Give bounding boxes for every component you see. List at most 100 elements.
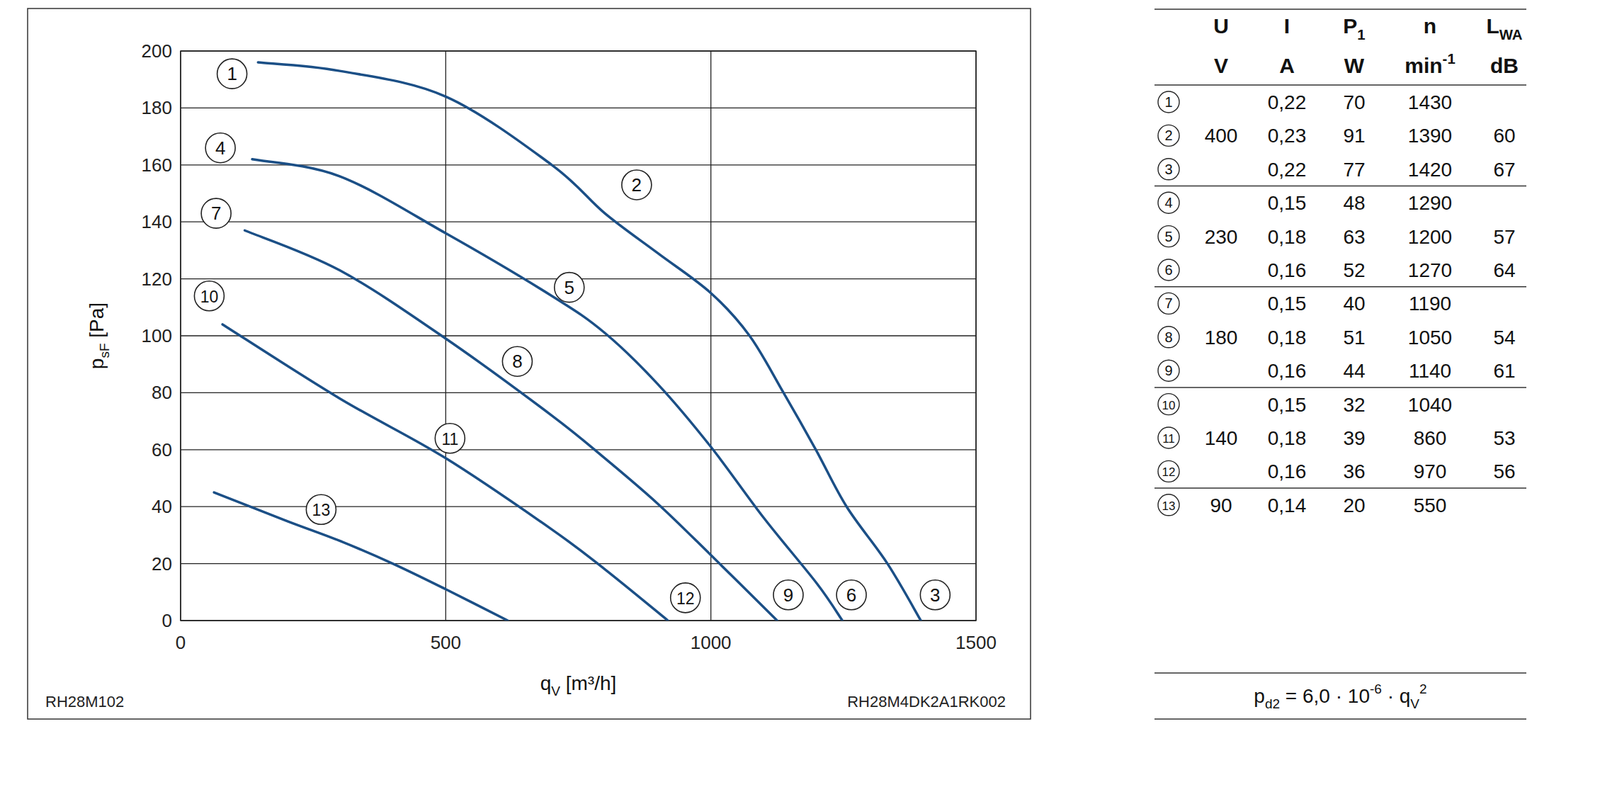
table-header: LWA	[1485, 14, 1523, 43]
table-cell: 77	[1342, 158, 1365, 181]
x-grid-line	[710, 50, 712, 621]
table-cell: 1050	[1408, 326, 1452, 349]
y-grid-line	[180, 221, 977, 223]
row-marker-circle	[1158, 124, 1180, 146]
curve-label: 11	[441, 429, 459, 449]
label-circle	[554, 272, 585, 303]
curve-label: 9	[783, 584, 794, 606]
label-circle	[434, 423, 465, 454]
row-marker-circle	[1158, 292, 1180, 314]
table-rule	[1154, 8, 1527, 10]
table-cell: 0,15	[1267, 191, 1307, 214]
table-cell: 51	[1342, 326, 1365, 349]
y-grid-line	[180, 392, 977, 394]
fan-curve	[222, 324, 668, 621]
curve-label: 8	[512, 350, 523, 372]
y-axis-title-part: [Pa]	[85, 302, 108, 344]
curve-label: 1	[226, 63, 237, 85]
row-marker: 11	[1162, 432, 1176, 446]
table-cell: 0,18	[1267, 326, 1307, 349]
y-tick-label: 20	[151, 553, 173, 575]
curve-label: 12	[676, 589, 695, 608]
table-cell: 1190	[1408, 292, 1452, 315]
table-unit-part: min	[1404, 53, 1443, 78]
label-circle	[194, 281, 224, 311]
y-tick-label: 200	[141, 40, 173, 62]
table-cell: 0,23	[1267, 124, 1307, 147]
table-cell: 57	[1493, 225, 1516, 248]
label-circle	[502, 346, 532, 377]
table-unit: V	[1213, 53, 1229, 78]
curves	[213, 62, 921, 621]
curve-label: 13	[312, 500, 331, 520]
table-unit: W	[1344, 53, 1365, 78]
formula-part: -6	[1369, 681, 1382, 697]
row-marker-circle	[1158, 91, 1180, 113]
y-tick-label: 160	[141, 154, 173, 176]
y-grid-line	[180, 563, 977, 564]
table-header-part: U	[1213, 14, 1229, 38]
table-cell: 0,15	[1267, 292, 1307, 315]
x-axis-title-part: V	[551, 683, 561, 699]
table-cell: 0,16	[1267, 259, 1307, 282]
table-cell: 0,15	[1267, 393, 1307, 416]
table-rule	[1154, 487, 1527, 489]
row-marker: 5	[1164, 228, 1173, 245]
formula-part: V	[1410, 696, 1420, 712]
label-circle	[205, 133, 236, 163]
row-marker: 3	[1164, 161, 1173, 178]
table-cell: 0,16	[1267, 359, 1307, 382]
table-unit-part: dB	[1490, 53, 1519, 78]
table-cell: 60	[1493, 124, 1516, 147]
table-rule	[1154, 84, 1527, 86]
table-header-part: I	[1284, 14, 1290, 38]
row-marker: 7	[1164, 295, 1173, 311]
row-marker: 1	[1164, 94, 1173, 110]
table-cell: 61	[1493, 359, 1516, 382]
y-tick-label: 40	[151, 495, 173, 518]
table-unit: A	[1279, 53, 1295, 78]
table-header: n	[1423, 14, 1437, 38]
table-cell: 48	[1342, 191, 1365, 214]
row-marker: 13	[1162, 499, 1176, 513]
table-cell: 53	[1493, 427, 1516, 450]
formula-part: p	[1253, 684, 1265, 707]
table-voltage: 400	[1204, 124, 1239, 147]
row-marker: 10	[1162, 398, 1176, 413]
y-axis-title-part: p	[85, 358, 108, 370]
page: 050010001500020406080100120140160180200q…	[0, 0, 1600, 792]
table-cell: 20	[1342, 494, 1365, 517]
formula-rule	[1154, 718, 1527, 720]
y-tick-label: 0	[162, 609, 173, 632]
table-cell: 67	[1493, 158, 1516, 181]
curve-labels: 12345678910111213	[194, 58, 950, 613]
table-cell: 36	[1342, 460, 1365, 483]
x-tick-label: 1500	[955, 631, 997, 654]
table-rule	[1154, 386, 1527, 389]
table-cell: 64	[1493, 259, 1516, 282]
label-circle	[670, 582, 701, 613]
curve-label: 6	[846, 584, 857, 606]
label-circle	[217, 58, 248, 89]
table-cell: 63	[1342, 225, 1365, 248]
x-axis-title-part: q	[540, 672, 552, 695]
fan-curve	[245, 230, 778, 621]
y-tick-label: 100	[141, 325, 173, 347]
table-unit-part: V	[1213, 53, 1229, 78]
table-header: P1	[1342, 14, 1365, 43]
row-marker: 4	[1164, 194, 1173, 211]
label-circle	[305, 494, 336, 525]
row-marker-circle	[1158, 494, 1180, 516]
label-circle	[920, 580, 950, 610]
curve-label: 10	[200, 287, 219, 306]
table-unit-part: A	[1279, 53, 1295, 78]
formula-part: · q	[1381, 684, 1411, 707]
formula-part: = 6,0 · 10	[1279, 684, 1370, 707]
tick-labels: 050010001500020406080100120140160180200	[141, 40, 997, 654]
table-cell: 0,22	[1267, 158, 1307, 181]
row-marker-circle	[1158, 460, 1180, 482]
table-cell: 32	[1342, 393, 1365, 416]
fan-curve	[252, 159, 843, 621]
table-voltage: 140	[1204, 427, 1239, 450]
label-circle	[621, 169, 652, 200]
